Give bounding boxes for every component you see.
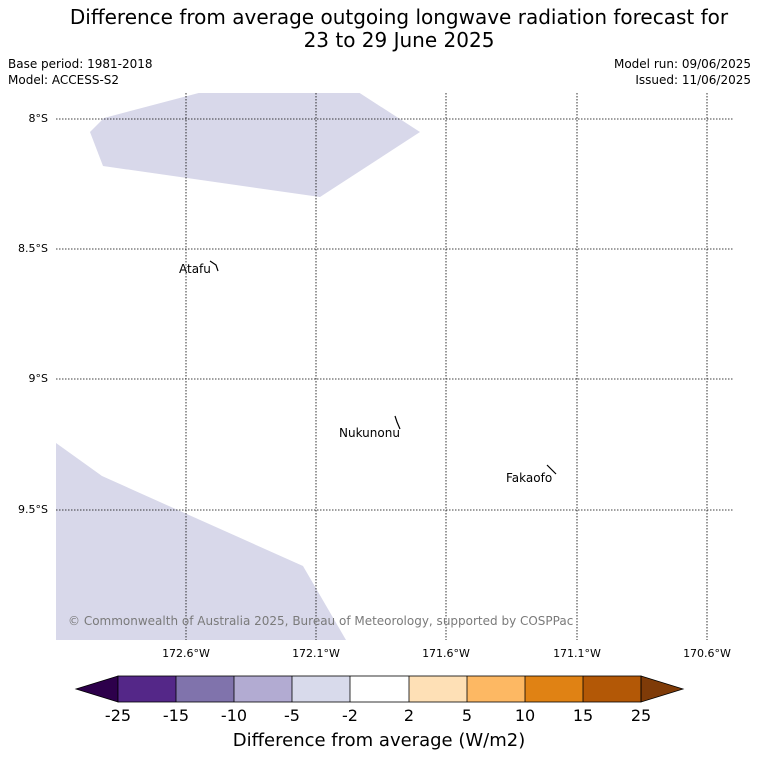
anomaly-region-north <box>90 93 420 197</box>
atoll-outlines <box>209 260 557 475</box>
fakaofo-outline <box>546 464 557 475</box>
place-label-atafu: Atafu <box>179 262 211 276</box>
lon-label-170-6w: 170.6°W <box>683 647 731 660</box>
model-name: Model: ACCESS-S2 <box>8 73 120 87</box>
colorbar-bin-8 <box>525 676 583 702</box>
colorbar-bin-7 <box>467 676 525 702</box>
colorbar-title: Difference from average (W/m2) <box>232 730 526 751</box>
colorbar-tick-label: -10 <box>220 706 248 725</box>
colorbar-tick-label: -25 <box>104 706 132 725</box>
lat-label-8s: 8°S <box>28 112 48 125</box>
colorbar-bin-9 <box>583 676 641 702</box>
place-label-fakaofo: Fakaofo <box>506 471 553 485</box>
colorbar-tick-label: 15 <box>572 706 594 725</box>
colorbar-tick-label: 2 <box>403 706 415 725</box>
colorbar-bin-5 <box>350 676 409 702</box>
map-gridlines <box>56 93 734 640</box>
lon-label-172-1w: 172.1°W <box>292 647 340 660</box>
colorbar-bin-3 <box>234 676 292 702</box>
colorbar-tick-label: 10 <box>514 706 536 725</box>
anomaly-region-southwest <box>56 443 346 640</box>
colorbar-tick-label: 5 <box>461 706 473 725</box>
model-run: Model run: 09/06/2025 <box>613 57 751 71</box>
atafu-outline <box>209 260 219 272</box>
colorbar-bin-1 <box>118 676 176 702</box>
nukunonu-outline <box>394 415 401 430</box>
colorbar-tick-label: -2 <box>342 706 358 725</box>
lat-label-9-5s: 9.5°S <box>18 503 48 516</box>
colorbar-bin-4 <box>292 676 350 702</box>
lon-label-172-6w: 172.6°W <box>162 647 210 660</box>
colorbar-tick-label: 25 <box>630 706 652 725</box>
map-title-line-1: Difference from average outgoing longwav… <box>69 5 729 29</box>
colorbar-bin-2 <box>176 676 234 702</box>
lon-label-171-6w: 171.6°W <box>422 647 470 660</box>
place-label-nukunonu: Nukunonu <box>339 426 400 440</box>
lat-label-8-5s: 8.5°S <box>18 242 48 255</box>
colorbar <box>74 675 685 703</box>
base-period: Base period: 1981-2018 <box>8 57 153 71</box>
issued-date: Issued: 11/06/2025 <box>635 73 751 87</box>
colorbar-extend-high <box>640 675 685 703</box>
colorbar-tick-label: -5 <box>284 706 300 725</box>
colorbar-tick-label: -15 <box>162 706 190 725</box>
map-title-line-2: 23 to 29 June 2025 <box>303 28 495 52</box>
lon-label-171-1w: 171.1°W <box>553 647 601 660</box>
colorbar-extend-low <box>74 675 119 703</box>
colorbar-bin-6 <box>409 676 467 702</box>
copyright-notice: © Commonwealth of Australia 2025, Bureau… <box>68 614 574 628</box>
lat-label-9s: 9°S <box>28 372 48 385</box>
